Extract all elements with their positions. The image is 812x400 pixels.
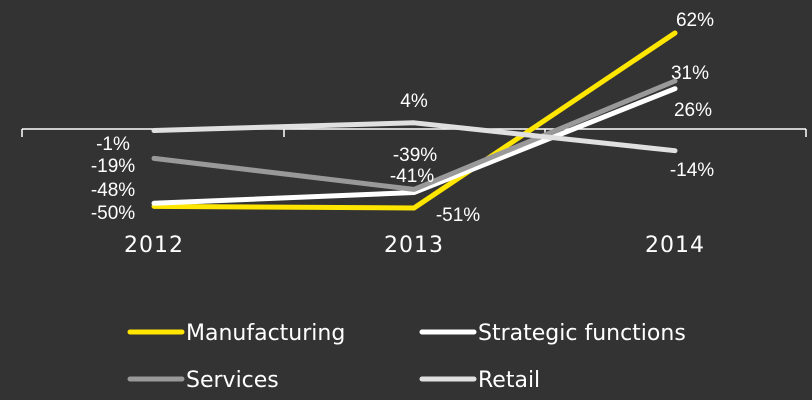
series-line-manufacturing [151, 30, 678, 211]
data-label: 31% [671, 63, 709, 84]
data-label: -50% [91, 203, 135, 224]
data-label: -19% [91, 156, 135, 177]
data-label: 4% [400, 91, 428, 112]
x-axis: 2012 2013 2014 [21, 128, 807, 258]
x-tick-label: 2012 [124, 233, 184, 258]
x-tick-label: 2014 [645, 233, 705, 258]
legend-label: Services [186, 368, 279, 393]
legend-label: Retail [478, 368, 540, 393]
legend-label: Manufacturing [186, 321, 345, 346]
legend-item: Strategic functions [419, 321, 686, 346]
data-label: -48% [91, 180, 135, 201]
legend-item: Services [127, 368, 279, 393]
data-label: -1% [96, 134, 130, 155]
legend: Manufacturing Strategic functions Services… [127, 321, 686, 393]
data-label: -41% [390, 166, 434, 187]
data-labels: -50% -51% 62% -48% -41% 26% -19% -39% 31% -1% 4% -1… [91, 10, 714, 226]
data-label: 62% [676, 10, 714, 31]
data-label: -39% [393, 145, 437, 166]
data-label: -14% [670, 160, 714, 181]
data-label: -51% [436, 205, 480, 226]
x-tick-label: 2013 [384, 233, 444, 258]
series-line-retail [151, 120, 678, 154]
data-label: 26% [674, 100, 712, 121]
series-line-services [151, 78, 678, 192]
series-line-strategic-functions [151, 86, 678, 206]
legend-item: Manufacturing [127, 321, 345, 346]
series-lines [151, 30, 678, 211]
legend-item: Retail [419, 368, 540, 393]
legend-label: Strategic functions [478, 321, 686, 346]
